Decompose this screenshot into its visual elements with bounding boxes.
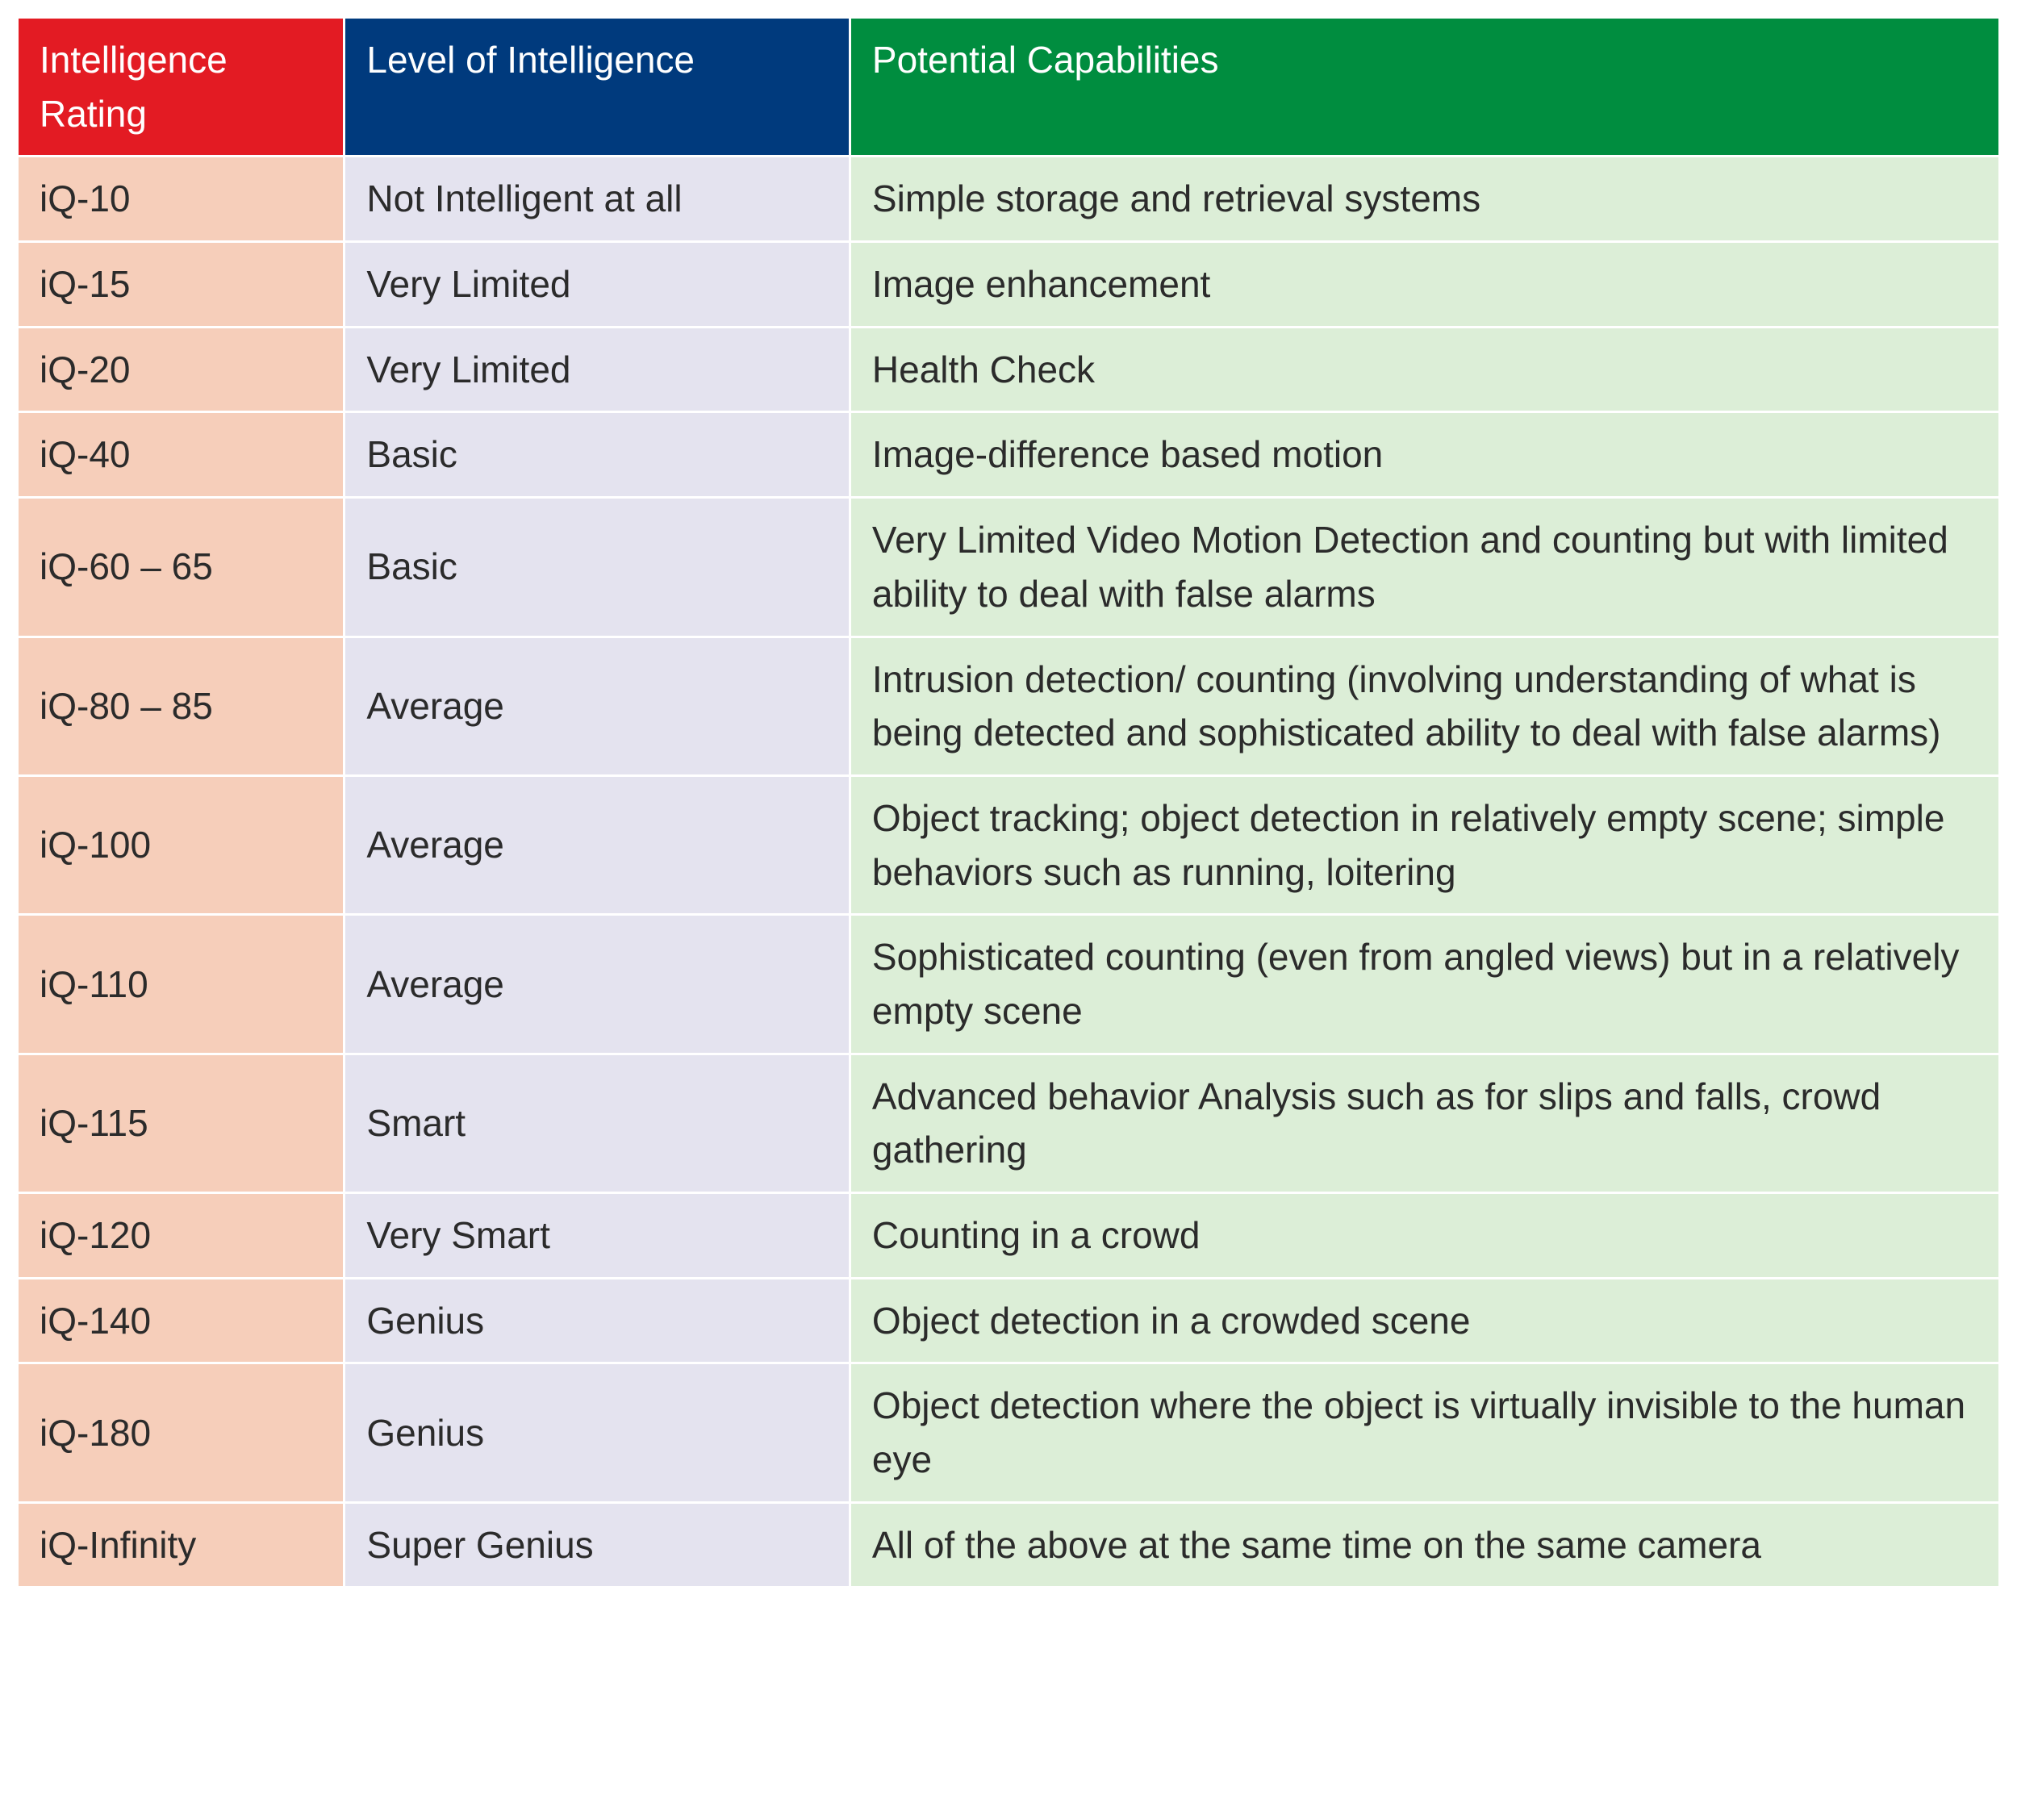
cell-cap: All of the above at the same time on the…	[850, 1502, 1999, 1588]
cell-level: Not Intelligent at all	[345, 157, 850, 242]
intelligence-table: Intelligence Rating Level of Intelligenc…	[16, 16, 2001, 1588]
cell-rating: iQ-40	[18, 412, 345, 498]
cell-cap: Intrusion detection/ counting (involving…	[850, 637, 1999, 775]
table-row: iQ-15Very LimitedImage enhancement	[18, 242, 2000, 328]
table-row: iQ-10Not Intelligent at allSimple storag…	[18, 157, 2000, 242]
cell-level: Average	[345, 915, 850, 1054]
col-header-capabilities: Potential Capabilities	[850, 18, 1999, 157]
cell-rating: iQ-120	[18, 1193, 345, 1279]
cell-cap: Counting in a crowd	[850, 1193, 1999, 1279]
cell-cap: Object detection in a crowded scene	[850, 1278, 1999, 1363]
intelligence-table-container: Intelligence Rating Level of Intelligenc…	[16, 16, 2001, 1588]
cell-rating: iQ-20	[18, 327, 345, 412]
cell-rating: iQ-15	[18, 242, 345, 328]
cell-cap: Very Limited Video Motion Detection and …	[850, 498, 1999, 637]
cell-rating: iQ-80 – 85	[18, 637, 345, 775]
table-row: iQ-60 – 65BasicVery Limited Video Motion…	[18, 498, 2000, 637]
table-row: iQ-20Very LimitedHealth Check	[18, 327, 2000, 412]
cell-rating: iQ-10	[18, 157, 345, 242]
cell-rating: iQ-100	[18, 775, 345, 914]
cell-level: Basic	[345, 498, 850, 637]
cell-level: Basic	[345, 412, 850, 498]
cell-level: Very Limited	[345, 327, 850, 412]
cell-cap: Sophisticated counting (even from angled…	[850, 915, 1999, 1054]
table-row: iQ-120Very SmartCounting in a crowd	[18, 1193, 2000, 1279]
cell-level: Smart	[345, 1054, 850, 1192]
cell-cap: Object detection where the object is vir…	[850, 1363, 1999, 1502]
cell-cap: Image enhancement	[850, 242, 1999, 328]
cell-rating: iQ-140	[18, 1278, 345, 1363]
table-row: iQ-140GeniusObject detection in a crowde…	[18, 1278, 2000, 1363]
table-row: iQ-InfinitySuper GeniusAll of the above …	[18, 1502, 2000, 1588]
cell-cap: Image-difference based motion	[850, 412, 1999, 498]
cell-level: Genius	[345, 1363, 850, 1502]
cell-level: Genius	[345, 1278, 850, 1363]
table-header-row: Intelligence Rating Level of Intelligenc…	[18, 18, 2000, 157]
table-row: iQ-40BasicImage-difference based motion	[18, 412, 2000, 498]
table-row: iQ-110AverageSophisticated counting (eve…	[18, 915, 2000, 1054]
cell-cap: Advanced behavior Analysis such as for s…	[850, 1054, 1999, 1192]
cell-cap: Simple storage and retrieval systems	[850, 157, 1999, 242]
table-row: iQ-180GeniusObject detection where the o…	[18, 1363, 2000, 1502]
table-row: iQ-115SmartAdvanced behavior Analysis su…	[18, 1054, 2000, 1192]
cell-level: Very Smart	[345, 1193, 850, 1279]
cell-level: Average	[345, 637, 850, 775]
cell-level: Average	[345, 775, 850, 914]
cell-rating: iQ-180	[18, 1363, 345, 1502]
cell-rating: iQ-60 – 65	[18, 498, 345, 637]
col-header-rating: Intelligence Rating	[18, 18, 345, 157]
cell-rating: iQ-Infinity	[18, 1502, 345, 1588]
cell-level: Super Genius	[345, 1502, 850, 1588]
cell-rating: iQ-110	[18, 915, 345, 1054]
cell-cap: Object tracking; object detection in rel…	[850, 775, 1999, 914]
cell-level: Very Limited	[345, 242, 850, 328]
cell-rating: iQ-115	[18, 1054, 345, 1192]
cell-cap: Health Check	[850, 327, 1999, 412]
table-row: iQ-100AverageObject tracking; object det…	[18, 775, 2000, 914]
table-header: Intelligence Rating Level of Intelligenc…	[18, 18, 2000, 157]
table-row: iQ-80 – 85AverageIntrusion detection/ co…	[18, 637, 2000, 775]
table-body: iQ-10Not Intelligent at allSimple storag…	[18, 157, 2000, 1588]
col-header-level: Level of Intelligence	[345, 18, 850, 157]
